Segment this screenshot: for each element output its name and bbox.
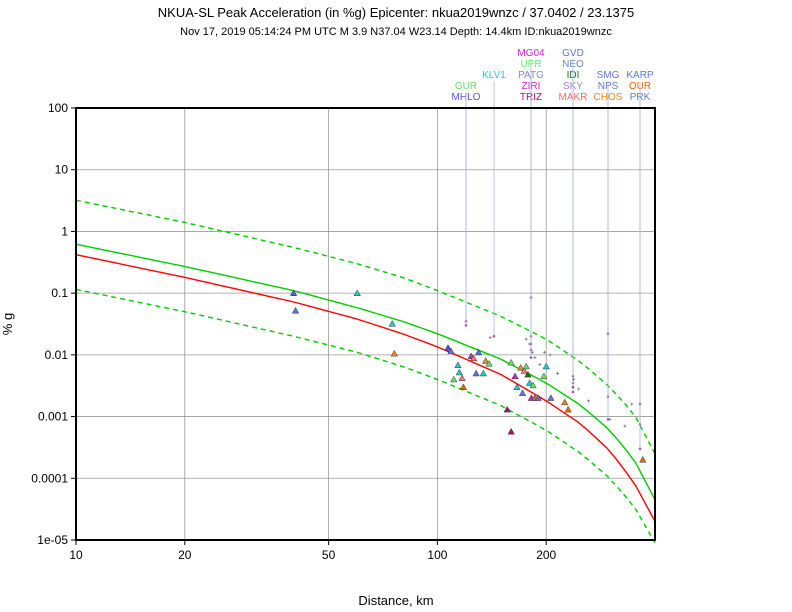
observation-triangle [472,369,480,377]
observation-triangle [513,383,521,390]
station-point [638,447,642,451]
observation-triangle [390,349,398,357]
small-marker [556,371,560,375]
small-marker [533,356,537,360]
station-labels: MHLOGURKLV1TRIZZIRIPATGUPRMG04MAKRSKYIDI… [452,48,654,451]
station-point [529,356,533,359]
observation-triangle [507,427,515,435]
grid-lines [76,107,655,541]
observation-triangle [474,348,483,356]
observation-triangle [542,362,550,370]
station-point [464,324,468,327]
y-tick-label: 0.0001 [31,471,68,485]
small-marker [572,377,576,381]
small-marker [623,424,627,428]
observation-triangle [507,358,515,366]
observation-triangle [470,354,478,362]
observation-triangle [534,394,542,401]
small-marker [630,402,634,406]
observation-triangle [291,306,300,314]
x-axis-ticks: 10 20 50 100 200 [69,540,557,562]
x-axis-label: Distance, km [358,593,433,608]
small-marker [587,399,591,403]
x-tick-label: 20 [178,548,192,562]
small-marker [543,350,547,354]
y-tick-label: 1e-05 [37,533,68,547]
small-marker [524,337,528,341]
x-tick-label: 100 [427,548,447,562]
observation-triangle [459,383,468,390]
observation-triangle [529,381,537,389]
observation-triangle [479,369,487,377]
x-tick-label: 10 [69,548,83,562]
curve-upper-prediction [75,243,656,501]
small-marker [608,417,612,421]
observation-triangle [485,359,493,367]
observation-triangle [526,379,534,386]
observation-triangle [444,344,452,351]
observation-triangle [455,368,463,376]
x-tick-label: 200 [536,548,556,562]
station-point [571,385,575,389]
station-label-smg: SMG [597,70,620,81]
observation-triangle [639,455,647,463]
observation-triangle [388,319,396,327]
y-tick-label: 0.01 [45,348,69,362]
observation-triangle [353,289,361,296]
observation-triangle [517,363,525,371]
y-tick-label: 10 [55,163,69,177]
y-tick-label: 1 [61,224,68,238]
small-marker [488,336,492,340]
observation-triangle [450,375,458,383]
small-marker [528,342,532,346]
observation-triangle [540,372,548,380]
station-label-gur: GUR [455,81,477,92]
observation-triangle [503,405,511,413]
station-point [492,334,496,338]
small-marker [577,387,581,391]
station-label-mg04: MG04 [517,48,545,59]
curve-lower-bound [75,288,656,544]
small-marker [538,362,542,366]
observation-markers [289,289,647,463]
observation-triangle [524,370,532,378]
y-tick-label: 100 [48,101,68,115]
observation-triangle [482,357,490,364]
observation-triangle [518,389,527,396]
curve-median-prediction [75,253,656,522]
observation-triangle [522,362,530,370]
curve-upper-bound [75,199,656,455]
x-tick-label: 50 [322,548,336,562]
observation-triangle [564,405,572,413]
observation-triangle [547,394,555,401]
y-tick-label: 0.1 [51,286,68,300]
small-marker [530,350,534,354]
station-label-karp: KARP [626,70,654,81]
observation-triangle [458,374,466,381]
station-point [571,390,575,394]
observation-triangle [454,361,462,369]
observation-triangle [447,347,455,354]
observation-triangle [520,367,528,374]
observation-triangle [289,289,298,296]
observation-triangle [511,372,519,380]
y-axis-ticks: 100 10 1 0.1 0.01 0.001 0.0001 1e-05 [31,101,76,547]
chart-title: NKUA-SL Peak Acceleration (in %g) Epicen… [158,5,634,20]
chart-subtitle: Nov 17, 2019 05:14:24 PM UTC M 3.9 N37.0… [180,26,612,38]
prediction-curves [75,199,656,544]
station-label-gvd: GVD [562,48,584,59]
station-point [606,418,610,421]
station-label-klv1: KLV1 [482,70,506,81]
y-tick-label: 0.001 [38,410,68,424]
observation-triangle [561,398,569,406]
y-axis-label: % g [0,313,15,335]
plot-frame [75,107,656,541]
small-marker [548,353,552,357]
